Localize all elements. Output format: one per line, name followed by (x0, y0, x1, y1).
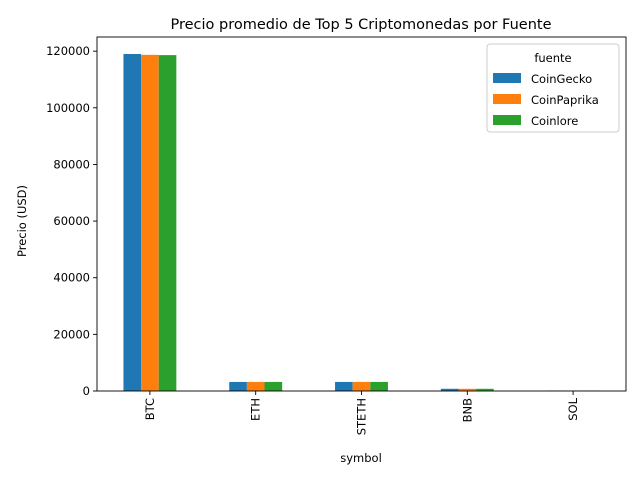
bar-coinpaprika-btc (141, 54, 159, 391)
legend: fuente CoinGecko CoinPaprika Coinlore (486, 43, 620, 133)
y-tick-label: 60000 (53, 214, 90, 228)
legend-swatch (493, 73, 521, 83)
x-axis-label: symbol (340, 451, 382, 465)
bar-coinlore-btc (158, 55, 177, 391)
legend-title: fuente (534, 51, 571, 65)
legend-entry: CoinGecko (531, 72, 592, 86)
legend-swatch (493, 115, 521, 125)
bar-coinlore-eth (264, 381, 283, 391)
bar-coinlore-bnb (476, 388, 494, 391)
plot-frame (96, 36, 627, 392)
x-tick-label: SOL (566, 397, 580, 420)
bar-coinlore-steth (370, 381, 388, 391)
legend-entry: CoinPaprika (531, 93, 599, 107)
bar-coinpaprika-eth (246, 381, 265, 391)
legend-box (486, 43, 620, 133)
bar-coingecko-btc (123, 53, 142, 391)
legend-swatch (493, 94, 521, 104)
bar-coingecko-bnb (440, 388, 459, 391)
chart-title: Precio promedio de Top 5 Criptomonedas p… (171, 17, 552, 33)
y-tick-label: 40000 (53, 271, 90, 285)
y-axis-label: Precio (USD) (15, 185, 29, 257)
x-tick-label: STETH (355, 398, 369, 435)
y-tick-label: 120000 (46, 44, 90, 58)
x-tick-label: BNB (460, 398, 474, 422)
x-tick-label: BTC (143, 398, 157, 420)
bars (123, 53, 600, 391)
y-tick-label: 20000 (53, 327, 90, 341)
x-tick-label: ETH (249, 398, 263, 421)
x-axis: BTC ETH STETH BNB SOL (143, 391, 580, 435)
legend-entry: Coinlore (531, 114, 578, 128)
bar-coingecko-steth (335, 381, 353, 391)
y-tick-label: 80000 (53, 157, 90, 171)
y-tick-label: 0 (83, 384, 90, 398)
y-tick-label: 100000 (46, 101, 90, 115)
y-axis: 0 20000 40000 60000 80000 100000 120000 (46, 44, 97, 398)
bar-coingecko-eth (229, 381, 247, 391)
bar-coinpaprika-steth (352, 381, 371, 391)
bar-coinpaprika-bnb (458, 388, 477, 391)
